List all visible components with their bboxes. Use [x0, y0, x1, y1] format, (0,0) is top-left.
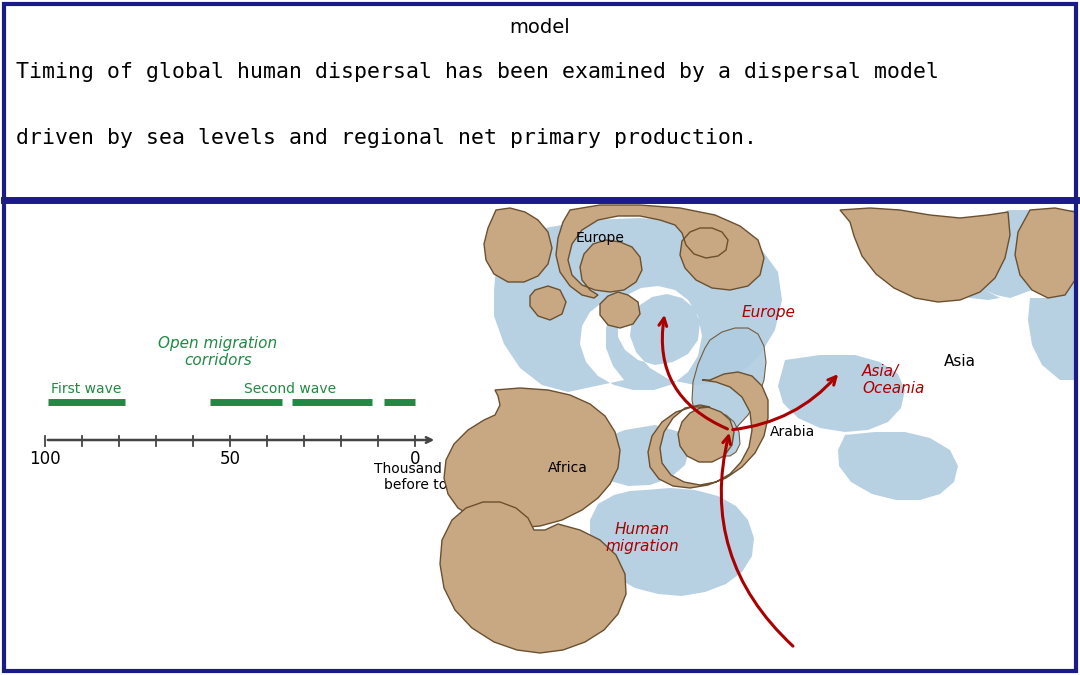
Polygon shape: [494, 218, 782, 392]
Text: Open migration
corridors: Open migration corridors: [159, 335, 278, 368]
Text: model: model: [510, 18, 570, 37]
Polygon shape: [1015, 208, 1075, 298]
Text: First wave: First wave: [51, 382, 121, 396]
Polygon shape: [648, 372, 768, 488]
Text: 50: 50: [219, 450, 241, 468]
Text: Europe: Europe: [576, 231, 624, 245]
Text: Europe: Europe: [742, 304, 796, 319]
Polygon shape: [778, 355, 905, 432]
Polygon shape: [684, 328, 766, 456]
Polygon shape: [444, 388, 620, 528]
Polygon shape: [951, 210, 1032, 300]
Polygon shape: [1028, 210, 1075, 380]
Text: Human
migration: Human migration: [605, 522, 679, 554]
Text: Timing of global human dispersal has been examined by a dispersal model: Timing of global human dispersal has bee…: [16, 62, 939, 82]
Text: Second wave: Second wave: [244, 382, 336, 396]
Polygon shape: [440, 502, 626, 653]
Text: driven by sea levels and regional net primary production.: driven by sea levels and regional net pr…: [16, 128, 757, 148]
Polygon shape: [556, 205, 764, 298]
Text: Thousand years
before today: Thousand years before today: [374, 462, 484, 492]
Text: Arabia: Arabia: [770, 425, 815, 439]
Polygon shape: [838, 432, 958, 500]
Polygon shape: [530, 286, 566, 320]
Text: 0: 0: [409, 450, 420, 468]
Polygon shape: [840, 208, 1010, 302]
Text: Asia/
Oceania: Asia/ Oceania: [862, 364, 924, 396]
Polygon shape: [484, 208, 552, 282]
Polygon shape: [600, 292, 640, 328]
Polygon shape: [590, 425, 690, 486]
Text: Asia: Asia: [944, 354, 976, 369]
Text: 100: 100: [29, 450, 60, 468]
Text: Africa: Africa: [548, 461, 588, 475]
Polygon shape: [590, 488, 754, 596]
